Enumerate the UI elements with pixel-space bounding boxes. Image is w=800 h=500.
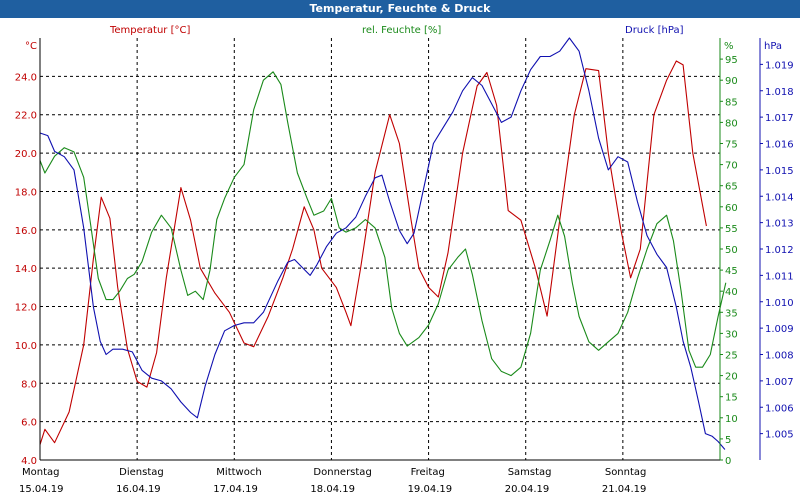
x-tick-day-label: Samstag — [508, 467, 552, 478]
humidity-tick-label: 40 — [725, 287, 738, 298]
pressure-axis-label: Druck [hPa] — [625, 25, 684, 36]
humidity-tick-label: 0 — [725, 456, 731, 467]
pressure-tick-label: 1.009 — [765, 324, 794, 335]
temperature-tick-label: 12.0 — [15, 303, 37, 314]
humidity-tick-label: 75 — [725, 140, 738, 151]
pressure-tick-label: 1.017 — [765, 113, 794, 124]
temperature-series-line — [39, 60, 707, 445]
humidity-tick-label: 15 — [725, 393, 738, 404]
temperature-tick-label: 24.0 — [15, 72, 37, 83]
temperature-tick-label: 4.0 — [21, 456, 37, 467]
x-tick-day-label: Donnerstag — [313, 467, 371, 478]
pressure-unit: hPa — [764, 41, 782, 52]
pressure-tick-label: 1.005 — [765, 430, 794, 441]
humidity-tick-label: 60 — [725, 203, 738, 214]
axes: Temperatur [°C] rel. Feuchte [%] Druck [… — [15, 25, 794, 495]
x-tick-date-label: 16.04.19 — [116, 484, 161, 495]
pressure-tick-label: 1.011 — [765, 271, 794, 282]
x-tick-day-label: Sonntag — [605, 467, 647, 478]
grid — [40, 38, 720, 460]
pressure-tick-label: 1.018 — [765, 87, 794, 98]
pressure-tick-label: 1.019 — [765, 60, 794, 71]
plot-frame — [39, 38, 763, 461]
pressure-series-line — [39, 37, 726, 450]
humidity-tick-label: 35 — [725, 308, 738, 319]
humidity-tick-label: 80 — [725, 118, 738, 129]
pressure-tick-label: 1.010 — [765, 298, 794, 309]
pressure-tick-label: 1.007 — [765, 377, 794, 388]
humidity-tick-label: 45 — [725, 266, 738, 277]
x-tick-date-label: 18.04.19 — [310, 484, 355, 495]
temperature-tick-label: 10.0 — [15, 341, 37, 352]
pressure-tick-label: 1.016 — [765, 140, 794, 151]
humidity-tick-label: 25 — [725, 351, 738, 362]
x-tick-date-label: 21.04.19 — [602, 484, 647, 495]
temperature-tick-label: 16.0 — [15, 226, 37, 237]
temperature-unit: °C — [25, 41, 37, 52]
humidity-axis-label: rel. Feuchte [%] — [362, 25, 441, 36]
humidity-tick-label: 55 — [725, 224, 738, 235]
pressure-tick-label: 1.012 — [765, 245, 794, 256]
x-tick-date-label: 17.04.19 — [213, 484, 258, 495]
pressure-tick-label: 1.015 — [765, 166, 794, 177]
humidity-tick-label: 10 — [725, 414, 738, 425]
humidity-tick-label: 65 — [725, 182, 738, 193]
x-tick-date-label: 19.04.19 — [408, 484, 453, 495]
temperature-axis-label: Temperatur [°C] — [109, 25, 190, 36]
pressure-tick-label: 1.014 — [765, 192, 794, 203]
pressure-tick-label: 1.008 — [765, 351, 794, 362]
humidity-unit: % — [724, 41, 734, 52]
humidity-tick-label: 90 — [725, 76, 738, 87]
temperature-tick-label: 14.0 — [15, 264, 37, 275]
temperature-tick-label: 18.0 — [15, 187, 37, 198]
temperature-tick-label: 6.0 — [21, 418, 37, 429]
x-tick-day-label: Dienstag — [119, 467, 164, 478]
x-tick-day-label: Montag — [22, 467, 59, 478]
chart-canvas: Temperatur [°C] rel. Feuchte [%] Druck [… — [15, 25, 794, 495]
temperature-tick-label: 22.0 — [15, 111, 37, 122]
pressure-tick-label: 1.006 — [765, 403, 794, 414]
chart-title: Temperatur, Feuchte & Druck — [309, 2, 491, 15]
temperature-tick-label: 8.0 — [21, 379, 37, 390]
humidity-tick-label: 20 — [725, 372, 738, 383]
series-layer — [39, 37, 727, 450]
chart-title-bar: Temperatur, Feuchte & Druck — [0, 0, 800, 18]
temperature-tick-label: 20.0 — [15, 149, 37, 160]
humidity-tick-label: 85 — [725, 97, 738, 108]
humidity-tick-label: 70 — [725, 161, 738, 172]
humidity-series-line — [39, 71, 727, 377]
humidity-tick-label: 5 — [725, 435, 731, 446]
pressure-tick-label: 1.013 — [765, 219, 794, 230]
x-tick-date-label: 20.04.19 — [505, 484, 550, 495]
x-tick-date-label: 15.04.19 — [19, 484, 64, 495]
humidity-tick-label: 95 — [725, 55, 738, 66]
x-tick-day-label: Freitag — [411, 467, 445, 478]
x-tick-day-label: Mittwoch — [216, 467, 261, 478]
humidity-tick-label: 30 — [725, 329, 738, 340]
humidity-tick-label: 50 — [725, 245, 738, 256]
